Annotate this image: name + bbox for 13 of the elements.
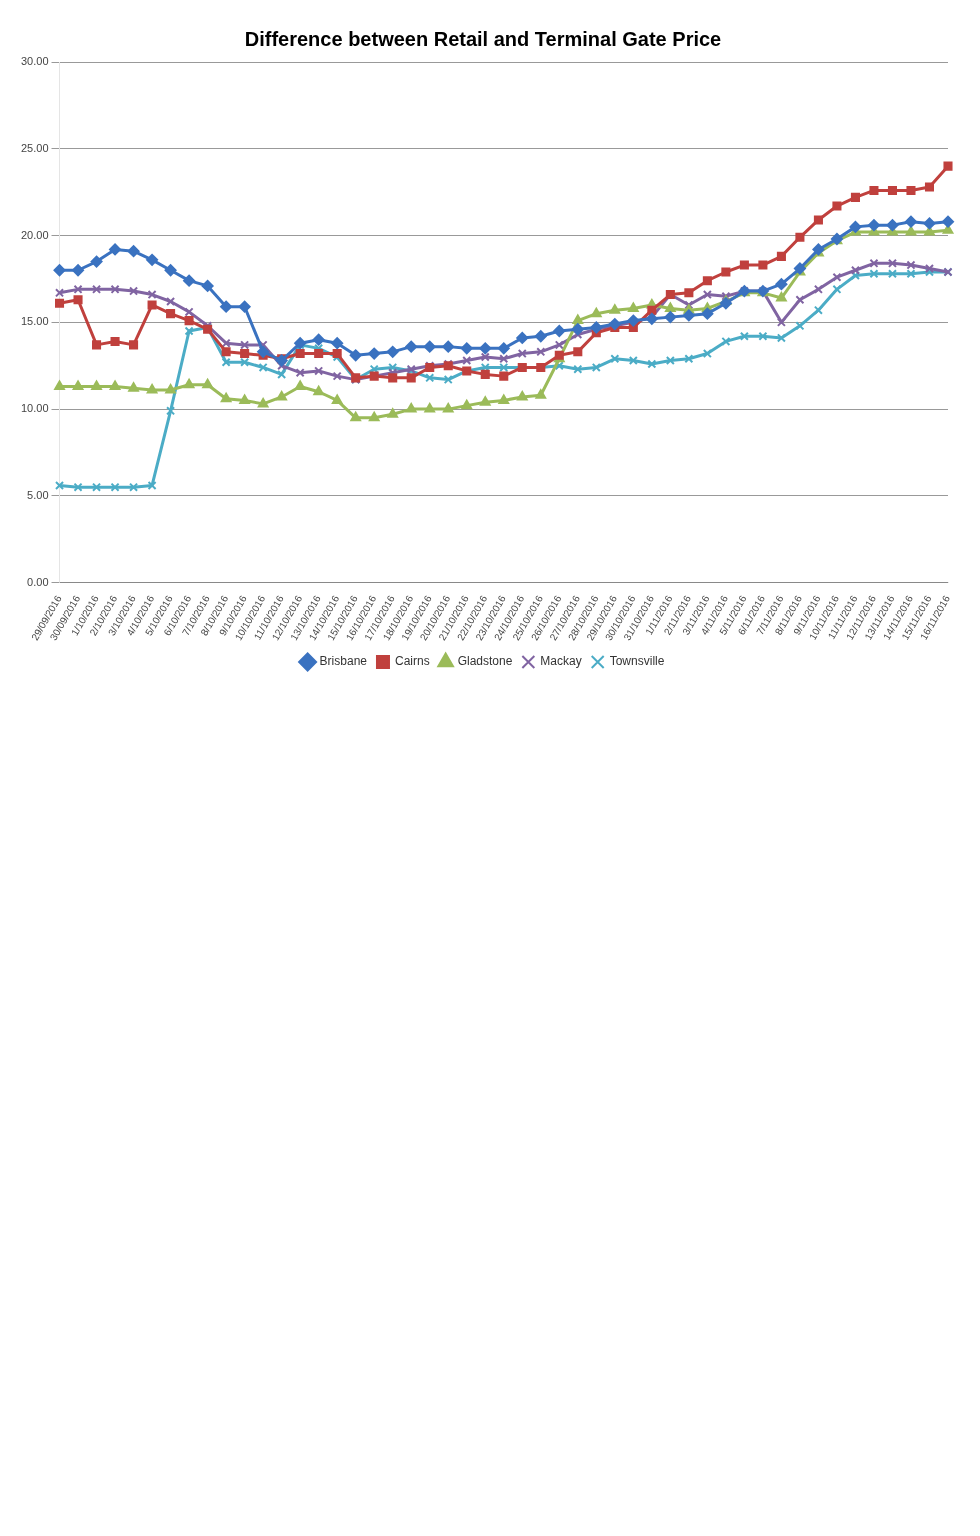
y-tick-label: 0.00 [27,575,49,588]
legend-label: Townsville [609,654,665,669]
y-tick-label: 30.00 [21,55,49,68]
legend-label: Cairns [394,654,430,669]
y-tick-label: 25.00 [21,141,49,154]
y-tick-label: 5.00 [27,488,49,501]
y-tick-label: 10.00 [21,402,49,415]
legend-label: Gladstone [457,654,513,669]
y-tick-label: 20.00 [21,228,49,241]
legend-label: Mackay [540,654,582,669]
y-tick-label: 15.00 [21,315,49,328]
legend-label: Brisbane [319,654,368,669]
chart-title: Difference between Retail and Terminal Gate Price [244,27,722,50]
